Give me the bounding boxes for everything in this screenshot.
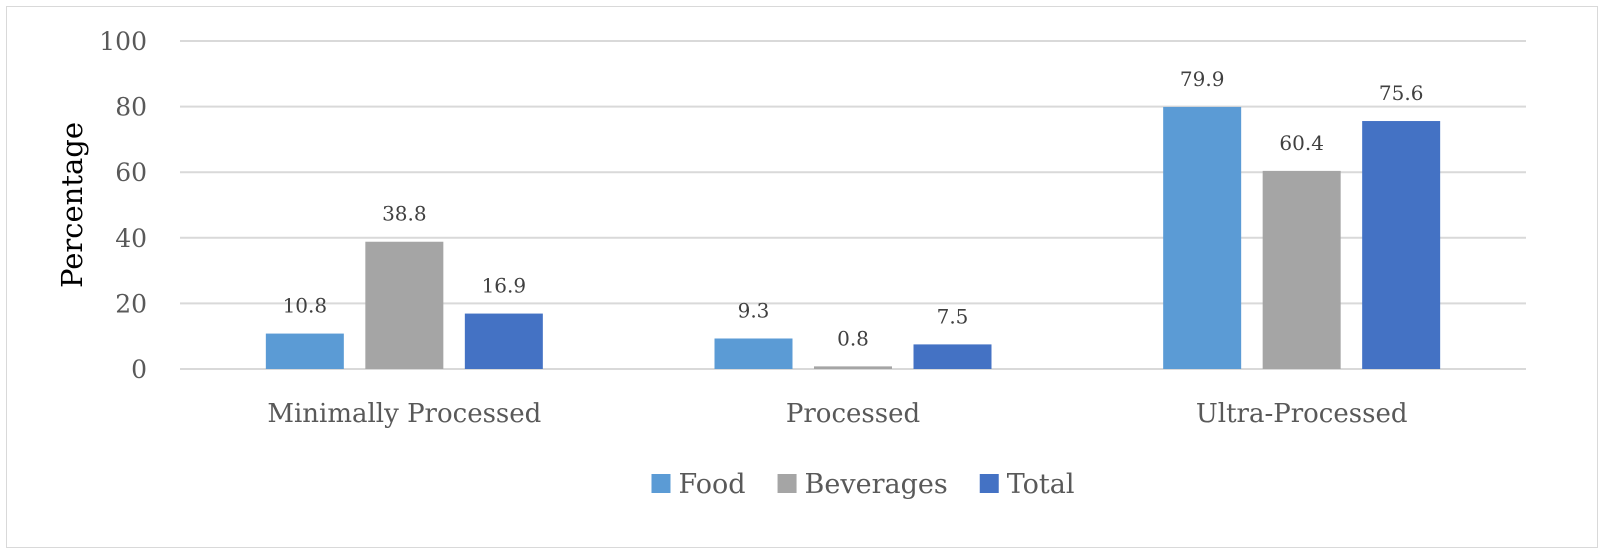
y-axis-ticks: 0 20 40 60 80 100 bbox=[99, 27, 147, 384]
bar-food-2 bbox=[714, 338, 793, 369]
data-label: 16.9 bbox=[482, 274, 527, 298]
data-labels: 10.8 38.8 16.9 9.3 0.8 7.5 79.9 60.4 75.6 bbox=[283, 67, 1424, 350]
bar-food-1 bbox=[265, 333, 344, 369]
legend-item-food: Food bbox=[651, 469, 746, 500]
legend: Food Beverages Total bbox=[651, 469, 1075, 500]
x-category-label: Processed bbox=[786, 399, 920, 429]
data-label: 0.8 bbox=[837, 326, 869, 350]
y-tick-label: 100 bbox=[99, 27, 147, 56]
bar-total-3 bbox=[1362, 121, 1441, 369]
y-tick-label: 20 bbox=[115, 289, 147, 318]
bar-total-2 bbox=[913, 344, 992, 369]
legend-label: Food bbox=[678, 469, 745, 500]
legend-item-total: Total bbox=[979, 469, 1075, 500]
data-label: 7.5 bbox=[937, 304, 969, 328]
bar-beverages-3 bbox=[1262, 170, 1341, 369]
data-label: 38.8 bbox=[382, 202, 427, 226]
data-label: 60.4 bbox=[1279, 131, 1324, 155]
x-category-label: Minimally Processed bbox=[267, 399, 541, 429]
bars bbox=[265, 106, 1441, 369]
legend-swatch bbox=[979, 474, 999, 493]
legend-label: Beverages bbox=[805, 469, 948, 500]
bar-beverages-1 bbox=[365, 241, 444, 369]
x-axis-categories: Minimally Processed Processed Ultra-Proces… bbox=[267, 399, 1407, 429]
y-tick-label: 80 bbox=[115, 93, 147, 122]
y-axis-label: Percentage bbox=[55, 122, 89, 288]
legend-label: Total bbox=[1007, 469, 1075, 500]
bar-total-1 bbox=[464, 313, 543, 369]
y-tick-label: 0 bbox=[131, 355, 147, 384]
bar-beverages-2 bbox=[814, 366, 892, 369]
data-label: 9.3 bbox=[738, 298, 770, 322]
legend-swatch bbox=[777, 474, 797, 493]
y-tick-label: 60 bbox=[115, 158, 147, 187]
legend-swatch bbox=[651, 474, 671, 493]
x-category-label: Ultra-Processed bbox=[1196, 399, 1408, 429]
legend-item-beverages: Beverages bbox=[777, 469, 948, 500]
y-tick-label: 40 bbox=[115, 224, 147, 253]
bar-food-3 bbox=[1163, 106, 1242, 369]
data-label: 75.6 bbox=[1379, 81, 1424, 105]
data-label: 10.8 bbox=[283, 294, 328, 318]
data-label: 79.9 bbox=[1180, 67, 1225, 91]
